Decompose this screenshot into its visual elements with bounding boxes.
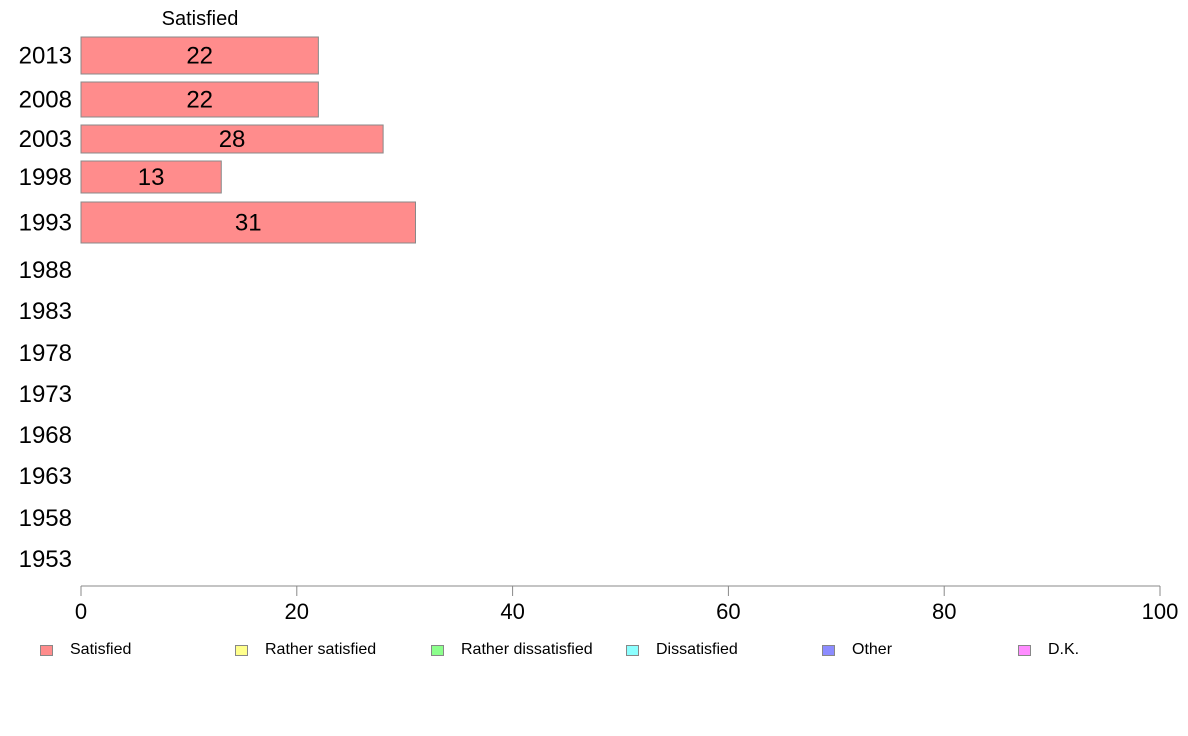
y-tick-label-1953: 1953 (19, 546, 72, 573)
legend-item-rather-satisfied: Rather satisfied (235, 640, 376, 660)
legend-item-dk: D.K. (1018, 640, 1079, 660)
legend-swatch (626, 644, 639, 656)
legend-item-rather-dissatisfied: Rather dissatisfied (431, 640, 593, 660)
x-tick-label-20: 20 (285, 599, 309, 624)
x-tick-label-60: 60 (716, 599, 740, 624)
legend-label: Rather satisfied (265, 641, 377, 658)
legend-label: Dissatisfied (656, 641, 738, 658)
bar-2008-satisfied (80, 81, 319, 118)
y-tick-label-1993: 1993 (19, 210, 72, 237)
legend-swatch (40, 644, 53, 656)
bar-2003-satisfied (80, 124, 384, 154)
legend-label: Other (852, 641, 893, 658)
legend-label: D.K. (1048, 641, 1080, 658)
legend-swatch (235, 644, 248, 656)
data-label-2013: 22 (186, 43, 213, 70)
y-tick-label-1998: 1998 (19, 164, 72, 191)
y-tick-label-1963: 1963 (19, 463, 72, 490)
data-label-1998: 13 (138, 164, 165, 191)
legend-item-other: Other (822, 640, 892, 660)
bar-1993-satisfied (80, 201, 416, 244)
legend-item-satisfied: Satisfied (40, 640, 131, 660)
y-tick-label-2008: 2008 (19, 87, 72, 114)
y-tick-label-2003: 2003 (19, 126, 72, 153)
y-tick-label-1973: 1973 (19, 381, 72, 408)
data-label-2003: 28 (219, 126, 246, 153)
y-tick-label-1988: 1988 (19, 257, 72, 284)
bar-1998-satisfied (80, 160, 222, 194)
data-label-2008: 22 (186, 87, 213, 114)
y-axis-labels: 2013 2008 2003 1998 1993 1988 1983 1978 1973 1968… (19, 43, 72, 574)
column-header: Satisfied (162, 8, 239, 30)
data-label-1993: 31 (235, 210, 262, 237)
legend-swatch (431, 644, 444, 656)
x-tick-label-0: 0 (75, 599, 87, 624)
y-tick-label-1958: 1958 (19, 505, 72, 532)
x-tick-label-100: 100 (1142, 599, 1179, 624)
y-tick-label-1968: 1968 (19, 422, 72, 449)
bar-2013-satisfied (80, 36, 319, 75)
y-tick-label-1983: 1983 (19, 298, 72, 325)
x-axis: 0 20 40 60 80 100 (75, 585, 1179, 624)
y-tick-label-1978: 1978 (19, 340, 72, 367)
legend-label: Satisfied (70, 641, 132, 658)
legend-swatch (1018, 644, 1031, 656)
legend-item-dissatisfied: Dissatisfied (626, 640, 738, 660)
y-tick-label-2013: 2013 (19, 43, 72, 70)
legend: Satisfied Rather satisfied Rather dissat… (0, 640, 1188, 662)
legend-swatch (822, 644, 835, 656)
x-tick-label-40: 40 (500, 599, 524, 624)
legend-label: Rather dissatisfied (461, 641, 593, 658)
x-tick-label-80: 80 (932, 599, 956, 624)
